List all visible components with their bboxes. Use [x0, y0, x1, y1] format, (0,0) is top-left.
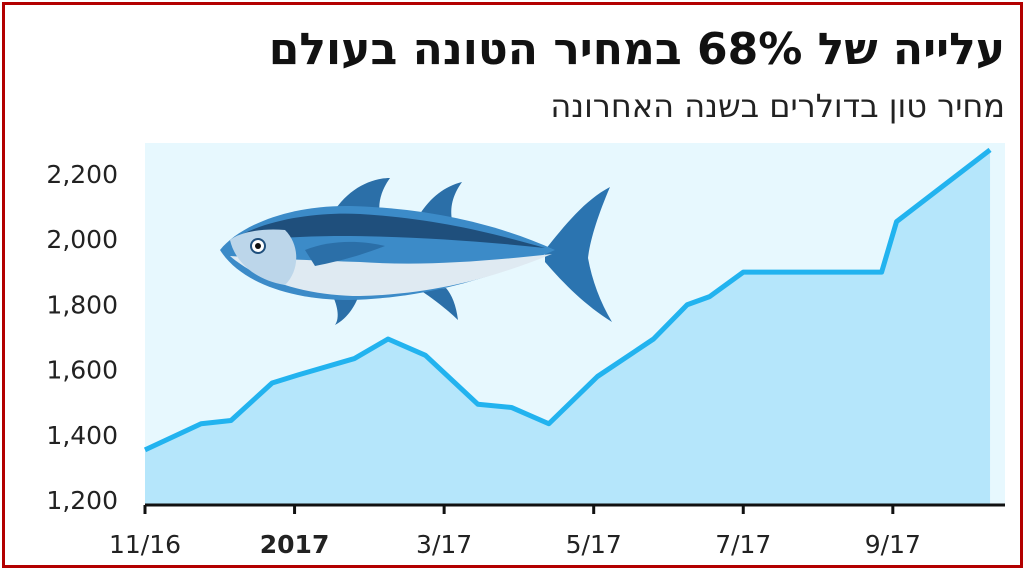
x-tick-label: 7/17 [715, 530, 771, 559]
y-tick-label: 2,000 [46, 225, 118, 254]
x-tick-label: 3/17 [416, 530, 472, 559]
x-tick-label: 9/17 [865, 530, 921, 559]
y-tick-label: 1,600 [46, 356, 118, 385]
x-tick-label: 2017 [260, 530, 330, 559]
x-tick-label: 5/17 [566, 530, 622, 559]
area [145, 149, 991, 506]
chart-subtitle: מחיר טון בדולרים בשנה האחרונה [550, 87, 1005, 125]
x-tick-label: 11/16 [109, 530, 181, 559]
y-tick-label: 2,200 [46, 160, 118, 189]
tuna-illustration [220, 178, 612, 325]
chart-title: עלייה של 68% במחיר הטונה בעולם [269, 24, 1005, 75]
y-tick-label: 1,200 [46, 486, 118, 515]
y-tick-label: 1,800 [46, 290, 118, 319]
line [143, 147, 992, 453]
y-tick-label: 1,400 [46, 421, 118, 450]
